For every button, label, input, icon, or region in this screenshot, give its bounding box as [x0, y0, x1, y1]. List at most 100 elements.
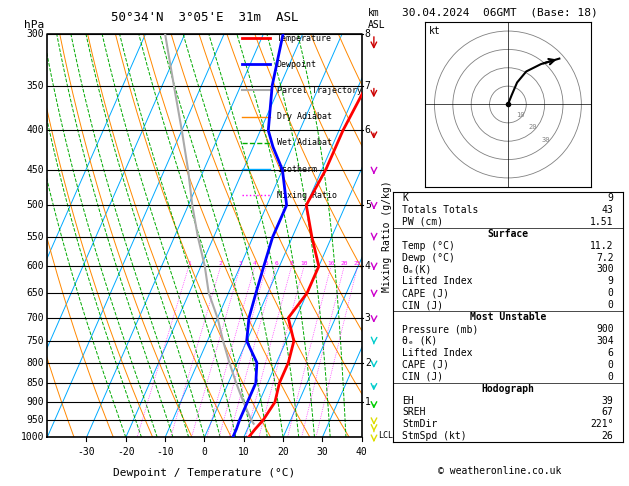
Text: 30: 30: [316, 448, 328, 457]
Text: Dewp (°C): Dewp (°C): [403, 253, 455, 262]
Text: 2: 2: [219, 261, 223, 266]
Text: Most Unstable: Most Unstable: [470, 312, 546, 322]
Text: 221°: 221°: [590, 419, 613, 430]
Text: EH: EH: [403, 396, 414, 405]
Text: © weatheronline.co.uk: © weatheronline.co.uk: [438, 466, 562, 476]
Text: Mixing Ratio (g/kg): Mixing Ratio (g/kg): [382, 180, 392, 292]
Text: 900: 900: [26, 397, 44, 407]
Text: 1.51: 1.51: [590, 217, 613, 227]
Text: θₑ (K): θₑ (K): [403, 336, 438, 346]
Text: Pressure (mb): Pressure (mb): [403, 324, 479, 334]
Text: 10: 10: [300, 261, 308, 266]
Text: 9: 9: [608, 277, 613, 286]
Text: 5: 5: [265, 261, 269, 266]
Text: 40: 40: [356, 448, 367, 457]
Text: 1: 1: [365, 397, 370, 407]
Text: K: K: [403, 193, 408, 203]
Text: Parcel Trajectory: Parcel Trajectory: [277, 86, 362, 95]
Text: 3: 3: [238, 261, 242, 266]
Text: StmSpd (kt): StmSpd (kt): [403, 431, 467, 441]
Text: 1000: 1000: [21, 433, 44, 442]
Text: 0: 0: [608, 372, 613, 382]
Text: StmDir: StmDir: [403, 419, 438, 430]
Text: hPa: hPa: [24, 20, 44, 30]
Text: Wet Adiabat: Wet Adiabat: [277, 139, 331, 147]
Text: Dewpoint / Temperature (°C): Dewpoint / Temperature (°C): [113, 468, 296, 478]
Text: -20: -20: [117, 448, 135, 457]
Text: Dewpoint: Dewpoint: [277, 60, 317, 69]
Text: 800: 800: [26, 358, 44, 367]
Text: 950: 950: [26, 415, 44, 425]
Text: 26: 26: [602, 431, 613, 441]
Text: Lifted Index: Lifted Index: [403, 277, 473, 286]
Text: 10: 10: [238, 448, 250, 457]
Text: 30.04.2024  06GMT  (Base: 18): 30.04.2024 06GMT (Base: 18): [402, 7, 598, 17]
Text: Hodograph: Hodograph: [481, 383, 535, 394]
Text: 700: 700: [26, 313, 44, 323]
Text: Totals Totals: Totals Totals: [403, 205, 479, 215]
Text: PW (cm): PW (cm): [403, 217, 443, 227]
Text: 25: 25: [354, 261, 361, 266]
Text: -30: -30: [77, 448, 96, 457]
Text: 20: 20: [528, 124, 537, 130]
Text: θₑ(K): θₑ(K): [403, 264, 431, 275]
Text: 750: 750: [26, 336, 44, 346]
Text: 8: 8: [365, 29, 370, 39]
Text: 304: 304: [596, 336, 613, 346]
Text: 4: 4: [253, 261, 257, 266]
Text: CAPE (J): CAPE (J): [403, 288, 449, 298]
Text: 0: 0: [608, 288, 613, 298]
Text: -10: -10: [156, 448, 174, 457]
Text: 50°34'N  3°05'E  31m  ASL: 50°34'N 3°05'E 31m ASL: [111, 11, 298, 24]
Text: 20: 20: [340, 261, 348, 266]
Text: 2: 2: [365, 358, 370, 367]
Text: Temperature: Temperature: [277, 34, 331, 43]
Text: 6: 6: [365, 125, 370, 136]
Text: km
ASL: km ASL: [368, 8, 386, 30]
Text: 650: 650: [26, 288, 44, 298]
Text: 7: 7: [365, 81, 370, 91]
Text: 300: 300: [26, 29, 44, 39]
Text: 39: 39: [602, 396, 613, 405]
Text: Surface: Surface: [487, 229, 528, 239]
Text: 20: 20: [277, 448, 289, 457]
Text: 600: 600: [26, 261, 44, 271]
Text: 6: 6: [274, 261, 278, 266]
Text: 550: 550: [26, 232, 44, 242]
Text: 500: 500: [26, 200, 44, 210]
Text: 450: 450: [26, 165, 44, 175]
Text: 11.2: 11.2: [590, 241, 613, 251]
Text: 400: 400: [26, 125, 44, 136]
Text: LCL: LCL: [379, 431, 393, 440]
Text: 5: 5: [365, 200, 370, 210]
Text: 43: 43: [602, 205, 613, 215]
Text: 6: 6: [608, 348, 613, 358]
Text: CIN (J): CIN (J): [403, 372, 443, 382]
Text: 0: 0: [608, 300, 613, 310]
Text: kt: kt: [429, 26, 441, 35]
Text: 16: 16: [327, 261, 335, 266]
Text: 4: 4: [365, 261, 370, 271]
Text: 0: 0: [608, 360, 613, 370]
Text: SREH: SREH: [403, 407, 426, 417]
Text: 30: 30: [541, 137, 550, 143]
Text: 8: 8: [290, 261, 294, 266]
Text: 10: 10: [516, 112, 525, 118]
Text: CAPE (J): CAPE (J): [403, 360, 449, 370]
Text: Temp (°C): Temp (°C): [403, 241, 455, 251]
Text: CIN (J): CIN (J): [403, 300, 443, 310]
Text: Isotherm: Isotherm: [277, 165, 317, 174]
Text: 850: 850: [26, 378, 44, 388]
Text: 7.2: 7.2: [596, 253, 613, 262]
Text: Lifted Index: Lifted Index: [403, 348, 473, 358]
Text: 300: 300: [596, 264, 613, 275]
Text: 1: 1: [187, 261, 191, 266]
Text: 9: 9: [608, 193, 613, 203]
Text: Dry Adiabat: Dry Adiabat: [277, 112, 331, 121]
Text: Mixing Ratio: Mixing Ratio: [277, 191, 337, 200]
Text: 0: 0: [201, 448, 208, 457]
Text: 3: 3: [365, 313, 370, 323]
Text: 350: 350: [26, 81, 44, 91]
Text: 67: 67: [602, 407, 613, 417]
Text: 900: 900: [596, 324, 613, 334]
